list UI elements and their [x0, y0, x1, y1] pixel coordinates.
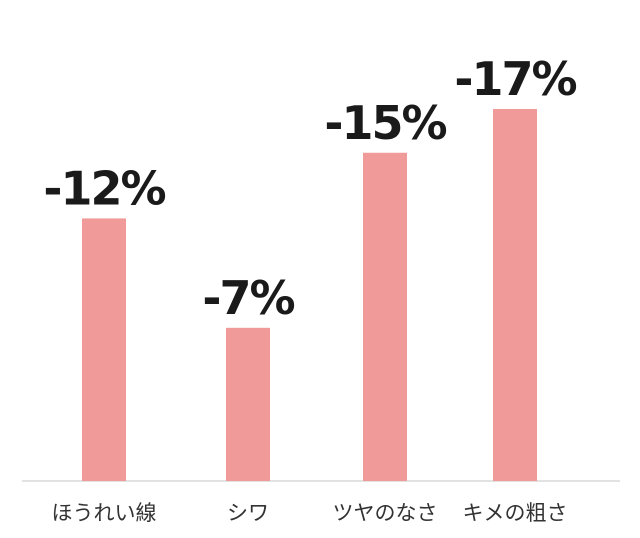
bar-2	[363, 152, 407, 481]
bar-1	[226, 327, 270, 481]
bar-3	[493, 109, 537, 481]
value-label-3: -17%	[454, 52, 576, 106]
category-label-0: ほうれい線	[52, 501, 157, 525]
category-label-3: キメの粗さ	[463, 501, 568, 525]
bar-0	[82, 218, 126, 482]
value-label-2: -15%	[324, 96, 446, 150]
category-label-1: シワ	[227, 501, 269, 525]
value-label-1: -7%	[202, 271, 294, 325]
category-label-2: ツヤのなさ	[333, 501, 438, 525]
value-label-0: -12%	[43, 161, 165, 215]
